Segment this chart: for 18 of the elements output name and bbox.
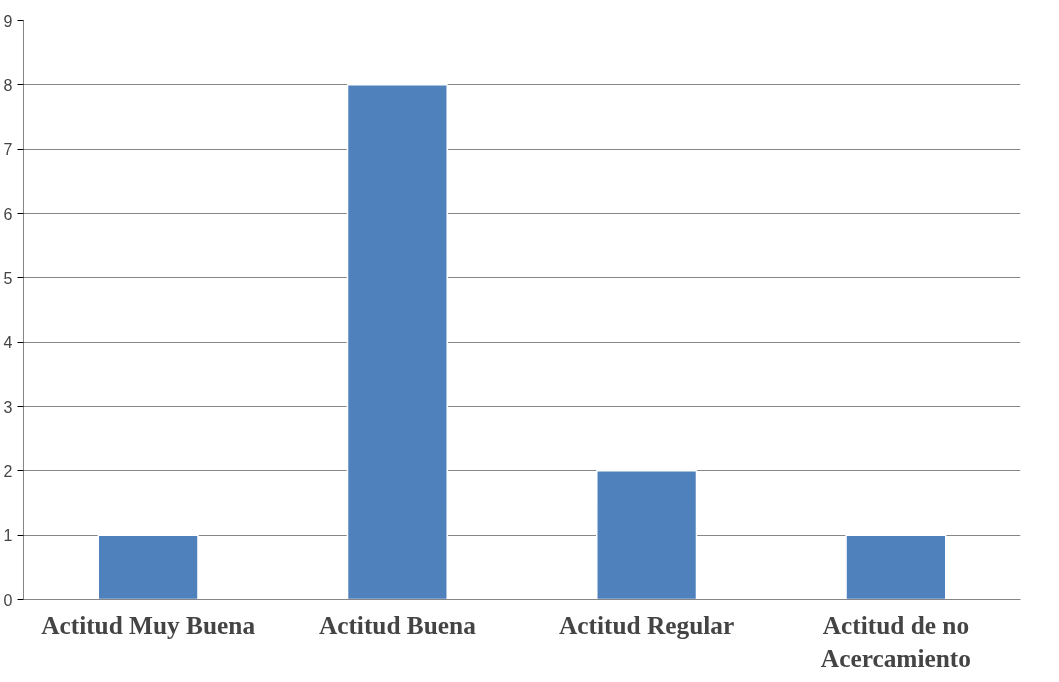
x-tick-label: Actitud Buena: [318, 610, 477, 639]
y-tick-label: 7: [3, 141, 13, 159]
y-tick-label: 6: [3, 205, 13, 223]
bar: [596, 470, 698, 600]
y-tick-label: 0: [3, 591, 13, 609]
bar: [845, 534, 947, 600]
y-tick-label: 1: [3, 527, 13, 545]
y-tick-label: 5: [3, 269, 13, 287]
x-tick-label: Actitud Muy Buena: [41, 610, 256, 639]
x-tick-label: Actitud Regular: [559, 610, 735, 639]
y-tick-label: 2: [3, 462, 13, 480]
y-tick-label: 9: [3, 12, 13, 30]
x-tick-label: Actitud de no Acercamiento: [820, 610, 971, 673]
bar: [97, 534, 199, 600]
y-tick-label: 3: [3, 398, 13, 416]
bar: [346, 84, 448, 600]
y-tick-label: 8: [3, 76, 13, 94]
y-tick-label: 4: [3, 334, 13, 352]
